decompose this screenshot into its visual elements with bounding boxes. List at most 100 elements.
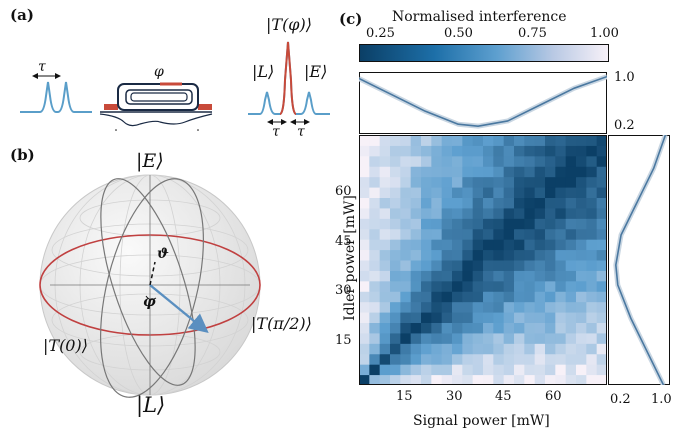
heatmap-cell xyxy=(472,176,484,188)
heatmap-cell xyxy=(369,155,381,167)
heatmap-cell xyxy=(576,197,587,209)
heatmap-cell xyxy=(421,176,432,188)
heatmap-cell xyxy=(534,332,546,344)
heatmap-cell xyxy=(514,145,525,157)
heatmap-cell xyxy=(565,364,577,376)
top-marg-ytick-0: 0.2 xyxy=(614,118,635,133)
heatmap-cell xyxy=(483,187,494,198)
heatmap-cell xyxy=(441,218,453,230)
heatmap-cell xyxy=(359,239,370,251)
heatmap-cell xyxy=(369,197,381,209)
heatmap-cell xyxy=(400,270,412,282)
heatmap-cell xyxy=(576,353,587,365)
ket-L-a: |L⟩ xyxy=(252,62,275,81)
heatmap-cell xyxy=(524,270,536,282)
heatmap-xtick-3: 60 xyxy=(545,389,562,404)
heatmap-cell xyxy=(431,280,443,292)
heatmap-cell xyxy=(390,343,401,355)
heatmap-cell xyxy=(400,249,412,261)
heatmap-cell xyxy=(493,343,505,355)
colorbar-tick-0: 0.25 xyxy=(366,26,395,41)
heatmap-cell xyxy=(493,332,505,344)
heatmap-cell xyxy=(431,239,443,251)
heatmap-cell xyxy=(379,343,391,355)
heatmap-cell xyxy=(472,291,484,303)
heatmap-cell xyxy=(576,228,587,240)
heatmap-cell xyxy=(493,166,505,178)
heatmap-cell xyxy=(596,207,607,219)
heatmap-cell xyxy=(586,332,598,344)
heatmap-cell xyxy=(555,280,567,292)
heatmap-cell xyxy=(359,291,370,303)
heatmap-cell xyxy=(431,166,443,178)
heatmap-cell xyxy=(462,291,474,303)
heatmap-cell xyxy=(483,322,494,334)
heatmap-cell xyxy=(359,176,370,188)
heatmap-cell xyxy=(503,218,515,230)
heatmap-cell xyxy=(586,176,598,188)
heatmap-cell xyxy=(369,249,381,261)
heatmap-cell xyxy=(472,197,484,209)
heatmap-cell xyxy=(379,155,391,167)
heatmap-cell xyxy=(390,301,401,313)
heatmap-cell xyxy=(524,239,536,251)
heatmap-cell xyxy=(524,353,536,365)
heatmap-cell xyxy=(483,280,494,292)
heatmap-cell xyxy=(359,249,370,261)
heatmap-cell xyxy=(410,207,422,219)
heatmap-cell xyxy=(524,155,536,167)
heatmap-cell xyxy=(534,343,546,355)
heatmap-cell xyxy=(452,187,463,198)
heatmap-cell xyxy=(369,312,381,323)
right-marg-xtick-0: 0.2 xyxy=(610,392,631,407)
heatmap-cell xyxy=(524,280,536,292)
heatmap-cell xyxy=(390,135,401,146)
heatmap-cell xyxy=(379,218,391,230)
heatmap-cell xyxy=(369,322,381,334)
heatmap-cell xyxy=(514,374,525,385)
heatmap-cell xyxy=(379,353,391,365)
heatmap-cell xyxy=(534,374,546,385)
heatmap-cell xyxy=(555,332,567,344)
heatmap-cell xyxy=(524,260,536,271)
meridian-1 xyxy=(100,178,204,398)
heatmap-cell xyxy=(390,260,401,271)
heatmap-cell xyxy=(545,218,556,230)
heatmap-cell xyxy=(369,135,381,146)
heatmap-cell xyxy=(534,249,546,261)
heatmap-cell xyxy=(524,135,536,146)
heatmap-cell xyxy=(472,145,484,157)
heatmap-cell xyxy=(452,322,463,334)
heatmap-cell xyxy=(359,374,370,385)
heatmap-cell xyxy=(359,353,370,365)
heatmap-cell xyxy=(431,364,443,376)
heatmap-cell xyxy=(452,155,463,167)
heatmap-cell xyxy=(555,301,567,313)
heatmap-cell xyxy=(462,228,474,240)
heatmap-cell xyxy=(410,291,422,303)
heatmap-cell xyxy=(534,270,546,282)
heatmap-cell xyxy=(514,239,525,251)
heatmap-cell xyxy=(462,322,474,334)
heatmap-cell xyxy=(596,135,607,146)
heatmap-cell xyxy=(545,260,556,271)
heatmap-cell xyxy=(586,374,598,385)
heatmap-cell xyxy=(379,312,391,323)
heatmap-cell xyxy=(462,135,474,146)
heatmap-cell xyxy=(400,312,412,323)
heatmap-xtick-0: 15 xyxy=(396,389,413,404)
heatmap-cell xyxy=(421,207,432,219)
heatmap-ylabel: Idler power [mW] xyxy=(342,195,358,321)
interferometer-chip xyxy=(99,82,213,131)
heatmap-cell xyxy=(421,364,432,376)
heatmap-cell xyxy=(390,270,401,282)
heatmap-cell xyxy=(441,312,453,323)
phi-arc xyxy=(145,295,157,301)
heatmap-cell xyxy=(421,239,432,251)
heatmap-cell xyxy=(369,166,381,178)
heatmap-cell xyxy=(576,270,587,282)
heatmap-cell xyxy=(472,155,484,167)
heatmap-cell xyxy=(462,207,474,219)
heatmap-cell xyxy=(545,270,556,282)
heatmap-cell xyxy=(576,322,587,334)
